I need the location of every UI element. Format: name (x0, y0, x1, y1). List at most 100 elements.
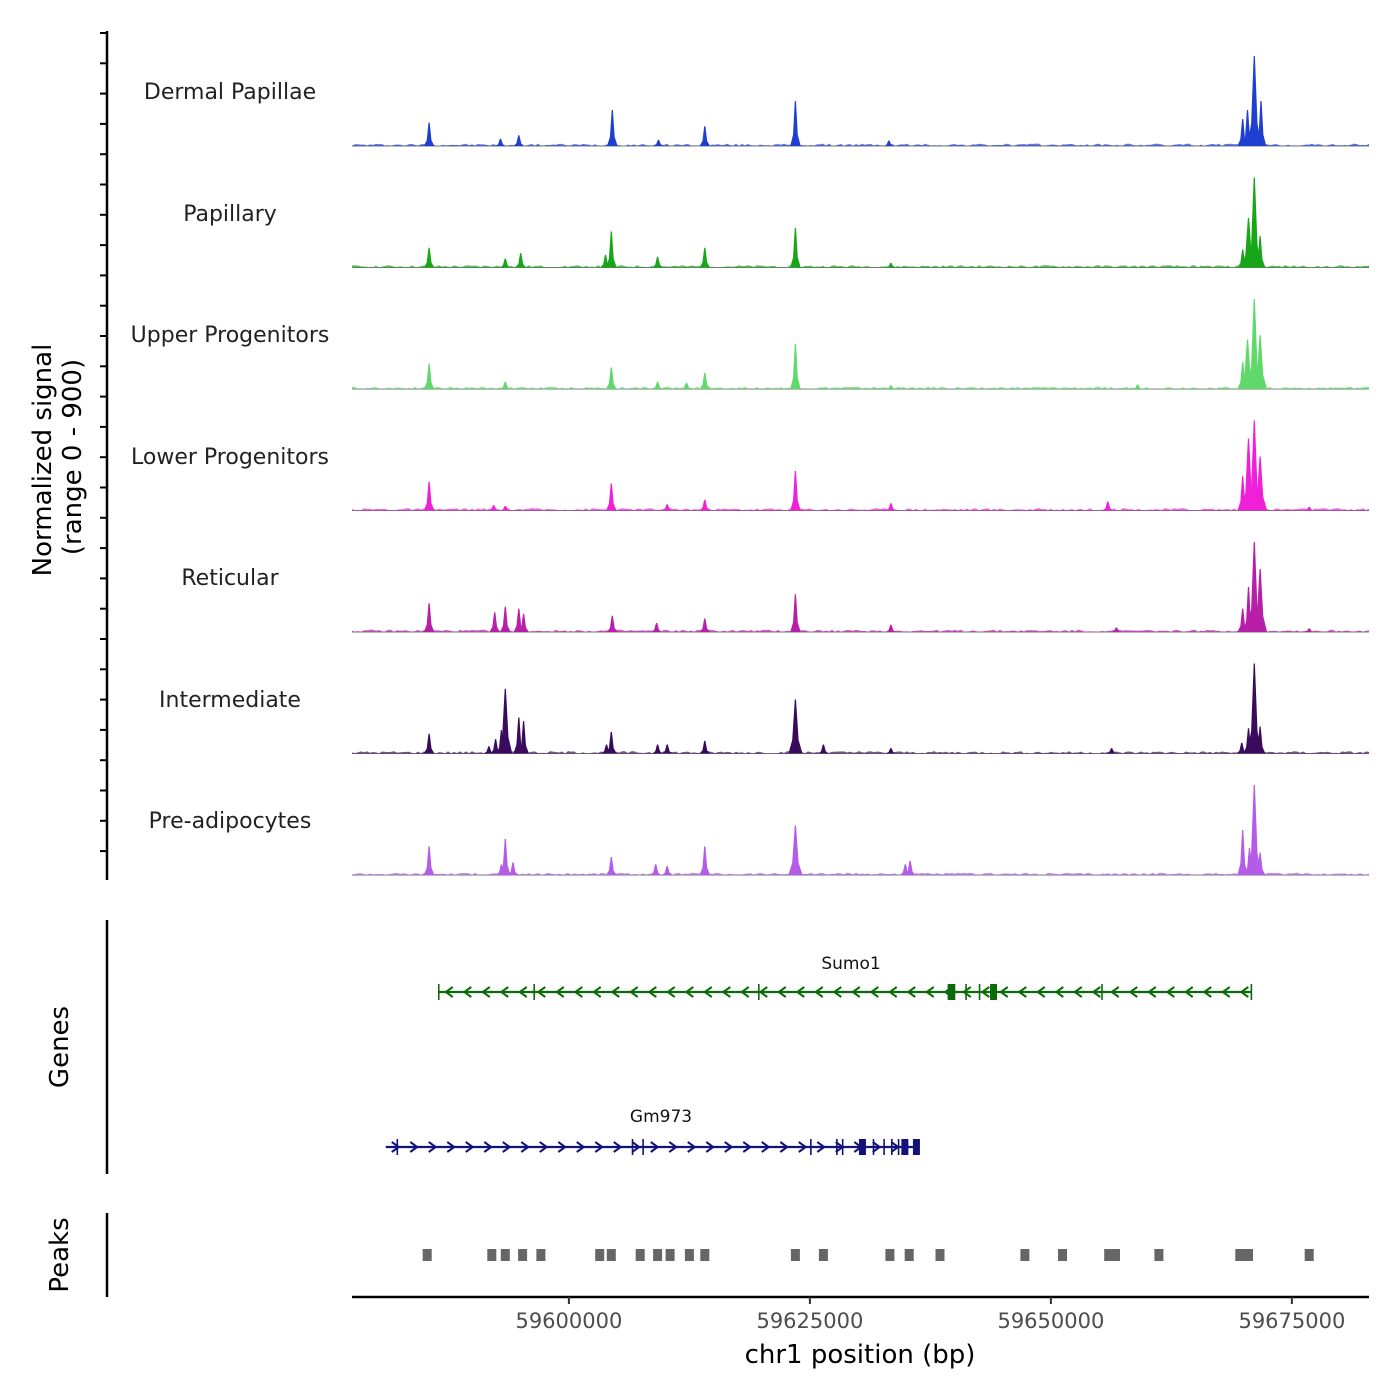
strand-chevron-gm973 (705, 1141, 715, 1153)
track-peak-dermal-papillae (699, 126, 711, 146)
strand-chevron-sumo1 (555, 986, 565, 998)
strand-chevron-gm973 (816, 1141, 826, 1153)
track-peak-lower-progenitors (488, 505, 499, 511)
track-peak-papillary (1254, 236, 1266, 268)
x-axis-ticks (567, 1297, 1293, 1304)
strand-chevron-sumo1 (777, 986, 787, 998)
track-peak-papillary (652, 256, 663, 268)
gene-label-sumo1: Sumo1 (821, 954, 880, 974)
track-peak-pre-adipocytes (788, 825, 803, 875)
strand-chevron-sumo1 (536, 986, 546, 998)
coverage-tracks (352, 56, 1369, 876)
strand-chevron-sumo1 (610, 986, 620, 998)
track-peak-intermediate (818, 744, 829, 754)
peak-marker (1104, 1249, 1114, 1261)
track-label-papillary: Papillary (183, 202, 277, 227)
track-peak-pre-adipocytes (661, 866, 673, 875)
track-peak-papillary (515, 253, 526, 268)
signal-y-axis (100, 31, 109, 880)
track-peak-dermal-papillae (423, 122, 435, 146)
strand-chevron-gm973 (446, 1141, 456, 1153)
track-peak-dermal-papillae (607, 110, 618, 146)
strand-chevron-sumo1 (906, 986, 916, 998)
track-peak-reticular (489, 612, 500, 632)
track-label-intermediate: Intermediate (159, 688, 301, 713)
strand-chevron-sumo1 (1221, 986, 1231, 998)
gene-label-gm973: Gm973 (630, 1107, 692, 1127)
track-peak-upper-progenitors (681, 382, 692, 389)
coding-exon-gm973 (858, 1139, 866, 1155)
track-peak-reticular (500, 606, 511, 632)
track-peak-lower-progenitors (699, 499, 711, 511)
strand-chevron-gm973 (872, 1141, 882, 1153)
track-peak-intermediate (1236, 742, 1247, 754)
strand-chevron-sumo1 (869, 986, 879, 998)
peak-marker (1304, 1249, 1314, 1261)
track-peak-intermediate (661, 744, 673, 754)
strand-chevron-gm973 (557, 1141, 567, 1153)
track-peak-papillary (885, 263, 897, 268)
track-peak-lower-progenitors (1102, 501, 1113, 511)
coding-exon-gm973 (901, 1139, 909, 1155)
peak-marker (487, 1249, 497, 1261)
genes-panel-title: Genes (45, 1006, 75, 1088)
strand-chevron-gm973 (668, 1141, 678, 1153)
track-peak-intermediate (1106, 748, 1117, 754)
peak-marker (885, 1249, 895, 1261)
track-peak-papillary (606, 231, 617, 268)
strand-chevron-sumo1 (1017, 986, 1027, 998)
track-peak-dermal-papillae (495, 138, 506, 146)
peak-marker (1244, 1249, 1253, 1261)
strand-chevron-gm973 (465, 1141, 475, 1153)
peak-marker (818, 1249, 828, 1261)
track-peak-lower-progenitors (1304, 506, 1315, 511)
x-tick-label-59675000: 59675000 (1238, 1309, 1345, 1333)
track-peak-pre-adipocytes (1244, 848, 1255, 875)
track-peak-papillary (600, 254, 611, 268)
strand-chevron-gm973 (779, 1141, 789, 1153)
strand-chevron-sumo1 (481, 986, 491, 998)
track-peak-reticular (518, 614, 529, 632)
strand-chevron-sumo1 (721, 986, 731, 998)
strand-chevron-sumo1 (499, 986, 509, 998)
track-peak-intermediate (885, 748, 897, 754)
track-peak-upper-progenitors (885, 385, 897, 389)
track-peak-dermal-papillae (883, 140, 895, 146)
track-peak-papillary (699, 247, 711, 268)
track-peak-reticular (699, 618, 711, 632)
track-peak-reticular (1253, 569, 1268, 632)
track-label-dermal-papillae: Dermal Papillae (144, 80, 316, 105)
track-peak-pre-adipocytes (500, 839, 511, 875)
track-peak-intermediate (423, 733, 435, 754)
track-peak-dermal-papillae (1237, 119, 1248, 146)
peak-marker (1058, 1249, 1067, 1261)
track-peak-pre-adipocytes (1247, 785, 1262, 875)
track-peak-lower-progenitors (1241, 438, 1256, 511)
track-peak-papillary (500, 258, 511, 268)
track-peak-pre-adipocytes (900, 864, 911, 875)
strand-chevron-sumo1 (703, 986, 713, 998)
peak-marker (665, 1249, 675, 1261)
strand-chevron-sumo1 (1239, 986, 1249, 998)
track-peak-reticular (1243, 587, 1254, 632)
x-tick-label-59650000: 59650000 (997, 1309, 1104, 1333)
track-peak-upper-progenitors (423, 363, 435, 389)
track-peak-reticular (513, 608, 524, 632)
strand-chevron-sumo1 (925, 986, 935, 998)
track-label-pre-adipocytes: Pre-adipocytes (149, 809, 312, 834)
track-peak-lower-progenitors (790, 470, 801, 511)
track-peak-dermal-papillae (653, 139, 664, 146)
strand-chevron-sumo1 (1202, 986, 1212, 998)
strand-chevron-gm973 (724, 1141, 734, 1153)
strand-chevron-sumo1 (573, 986, 583, 998)
strand-chevron-sumo1 (1165, 986, 1175, 998)
strand-chevron-sumo1 (1110, 986, 1120, 998)
track-noise-upper-progenitors (352, 386, 1369, 389)
coding-exon-sumo1 (990, 984, 998, 1000)
x-axis-title: chr1 position (bp) (745, 1340, 976, 1370)
strand-chevron-gm973 (391, 1141, 401, 1153)
coding-exon-gm973 (912, 1139, 920, 1155)
track-peak-pre-adipocytes (650, 864, 661, 875)
peak-marker (904, 1249, 914, 1261)
